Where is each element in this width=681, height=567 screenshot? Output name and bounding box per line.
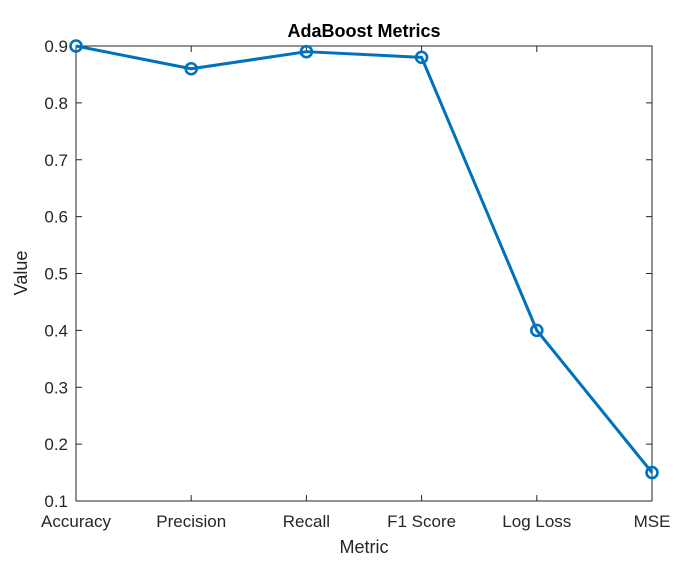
axes-box: [75, 45, 653, 502]
x-tick-label: Recall: [283, 512, 330, 531]
y-tick-label: 0.1: [44, 492, 68, 511]
data-point: [184, 61, 198, 76]
data-point: [529, 323, 544, 338]
axes: 0.1 0.2 0.3 0.4 0.5 0.6 0.7 0.8 0.9 Accuracy Preci…: [41, 37, 670, 531]
y-tick-label: 0.3: [44, 378, 68, 397]
labels: AdaBoost Metrics Metric Value: [11, 21, 441, 557]
x-tick-label: Accuracy: [41, 512, 111, 531]
y-tick-label: 0.4: [44, 321, 68, 340]
data-point: [645, 465, 659, 480]
y-tick-label: 0.6: [44, 208, 68, 227]
y-axis-label: Value: [11, 251, 31, 296]
series-line: [75, 44, 654, 474]
y-tick-label: 0.7: [44, 151, 68, 170]
x-axis-label: Metric: [340, 537, 389, 557]
x-tick-label: Log Loss: [502, 512, 571, 531]
data-point: [414, 50, 429, 65]
y-tick-label: 0.8: [44, 94, 68, 113]
x-tick-label: Precision: [156, 512, 226, 531]
series-layer: [69, 39, 659, 480]
x-tick-label: MSE: [634, 512, 671, 531]
data-point: [299, 44, 314, 59]
x-tick-label: F1 Score: [387, 512, 456, 531]
y-tick-label: 0.2: [44, 435, 68, 454]
chart-title: AdaBoost Metrics: [287, 21, 440, 41]
data-point: [69, 39, 83, 53]
y-tick-label: 0.9: [44, 37, 68, 56]
y-tick-label: 0.5: [44, 265, 68, 284]
